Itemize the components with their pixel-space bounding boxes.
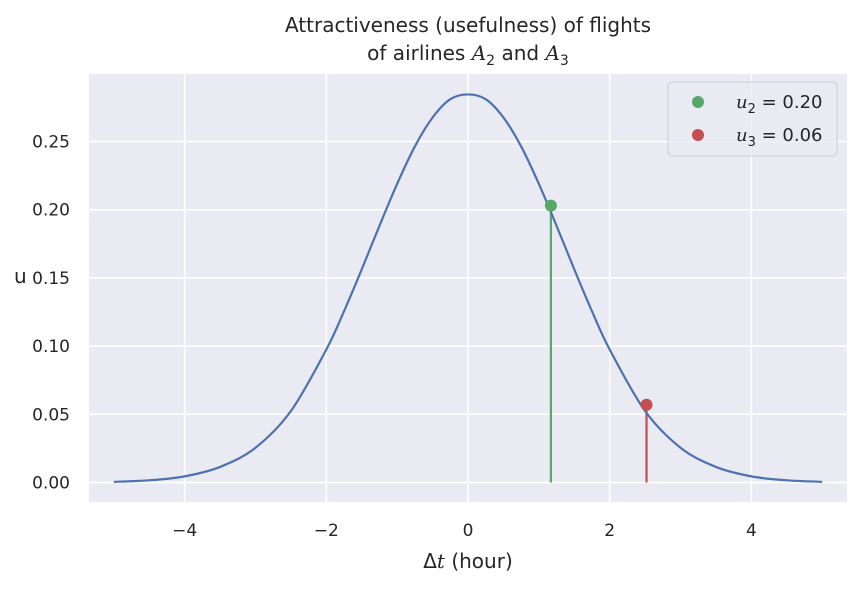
point-u3 <box>640 398 653 411</box>
legend-marker-u3 <box>692 129 704 141</box>
y-tick-label: 0.10 <box>32 337 70 357</box>
legend-marker-u2 <box>692 96 704 108</box>
y-tick-label: 0.05 <box>32 405 70 425</box>
x-tick-labels: −4 −2 0 2 4 <box>172 521 757 541</box>
y-tick-labels: 0.00 0.05 0.10 0.15 0.20 0.25 <box>32 133 70 494</box>
x-tick-label: −2 <box>314 521 339 541</box>
y-tick-label: 0.20 <box>32 201 70 221</box>
x-tick-label: 4 <box>746 521 757 541</box>
y-tick-label: 0.00 <box>32 473 70 493</box>
legend: u2 = 0.20 u3 = 0.06 <box>667 81 838 157</box>
x-tick-label: −4 <box>172 521 197 541</box>
data-points <box>544 199 653 411</box>
chart-title-line2: of airlines A2 and A3 <box>367 41 569 69</box>
chart-title-line1: Attractiveness (usefulness) of flights <box>285 13 651 37</box>
y-tick-label: 0.15 <box>32 269 70 289</box>
y-tick-label: 0.25 <box>32 133 70 153</box>
stem-lines <box>549 205 648 483</box>
point-u2 <box>544 199 557 212</box>
legend-box <box>667 81 838 157</box>
x-axis-label: Δt (hour) <box>423 549 513 573</box>
y-axis-label: u <box>14 264 27 288</box>
legend-label-u2: u2 = 0.20 <box>736 92 822 117</box>
legend-label-u3: u3 = 0.06 <box>736 125 822 150</box>
x-tick-label: 2 <box>604 521 615 541</box>
usefulness-curve <box>113 93 823 483</box>
x-tick-label: 0 <box>463 521 474 541</box>
